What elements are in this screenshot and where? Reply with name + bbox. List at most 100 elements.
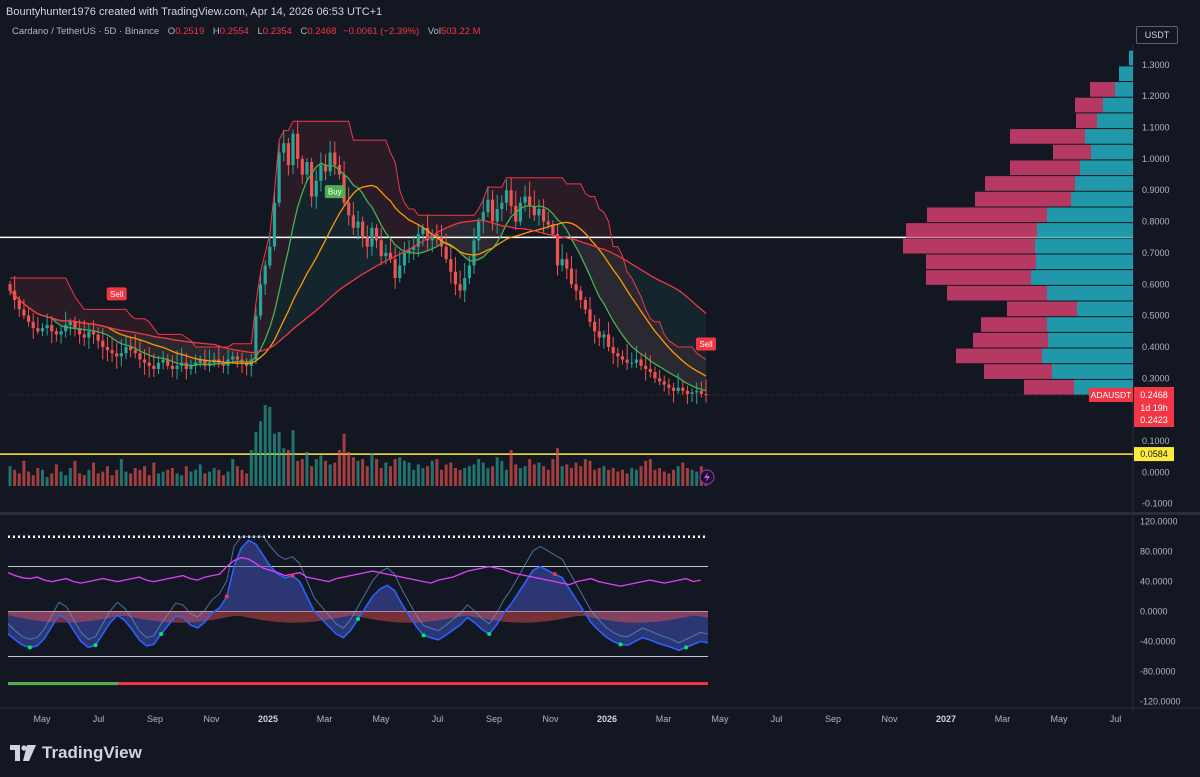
candle-body bbox=[319, 165, 323, 181]
candle-body bbox=[305, 162, 309, 175]
volume-bar bbox=[286, 450, 290, 486]
low-label: L bbox=[257, 26, 263, 37]
ohlc-legend: Cardano / TetherUS · 5D · Binance O0.251… bbox=[12, 26, 481, 37]
volume-bar bbox=[500, 460, 504, 486]
volume-profile-up-bar bbox=[1097, 113, 1133, 129]
volume-bar bbox=[435, 459, 439, 486]
candle-body bbox=[110, 350, 114, 354]
time-tick-label: Mar bbox=[317, 714, 333, 724]
volume-bar bbox=[235, 466, 239, 486]
candle-body bbox=[685, 390, 690, 394]
attribution-bar: Bountyhunter1976 created with TradingVie… bbox=[0, 0, 1200, 24]
candle-body bbox=[662, 381, 666, 385]
candle-body bbox=[384, 252, 388, 257]
volume-bar bbox=[221, 475, 225, 486]
volume-profile-up-bar bbox=[1119, 66, 1133, 82]
candle-body bbox=[537, 209, 541, 216]
time-tick-label: Jul bbox=[432, 714, 444, 724]
volume-bar bbox=[36, 468, 40, 486]
volume-profile-down-bar bbox=[1007, 301, 1077, 317]
candle-body bbox=[555, 234, 560, 266]
candle-body bbox=[430, 234, 434, 241]
volume-bar bbox=[630, 468, 634, 486]
volume-profile-down-bar bbox=[947, 285, 1047, 301]
volume-bar bbox=[259, 421, 263, 486]
time-tick-label: Nov bbox=[542, 714, 559, 724]
volume-bar bbox=[138, 469, 142, 486]
symbol-title[interactable]: Cardano / TetherUS · 5D · Binance bbox=[12, 26, 160, 37]
volume-bar bbox=[115, 469, 119, 486]
resistance-cloud bbox=[10, 121, 706, 391]
support-axis-value: 0.0584 bbox=[1140, 449, 1168, 459]
volume-profile-up-bar bbox=[1052, 364, 1133, 379]
candle-body bbox=[398, 265, 402, 278]
candle-body bbox=[272, 202, 277, 247]
volume-profile-down-bar bbox=[973, 332, 1048, 348]
volume-bar bbox=[518, 468, 522, 486]
change-value: −0.0061 (−2.39%) bbox=[343, 26, 420, 37]
volume-profile-down-bar bbox=[1053, 144, 1091, 160]
candle-body bbox=[351, 215, 355, 228]
oscillator-magenta-line bbox=[7, 556, 701, 587]
candle-body bbox=[105, 346, 110, 351]
volume-bar bbox=[379, 468, 383, 486]
volume-profile-up-bar bbox=[1031, 270, 1133, 285]
volume-bar bbox=[31, 475, 35, 486]
volume-bar bbox=[542, 466, 546, 486]
candle-body bbox=[644, 365, 648, 369]
candle-body bbox=[54, 331, 58, 335]
price-tick-label: 0.7000 bbox=[1142, 248, 1170, 258]
volume-bar bbox=[249, 450, 253, 486]
volume-bar bbox=[574, 462, 578, 486]
ma-mid-line bbox=[9, 184, 707, 377]
volume-bar bbox=[672, 469, 676, 486]
volume-bar bbox=[282, 448, 286, 486]
candle-body bbox=[245, 362, 249, 366]
candle-body bbox=[328, 152, 332, 172]
candle-body bbox=[481, 212, 485, 222]
volume-profile-up-bar bbox=[1037, 223, 1133, 238]
candle-body bbox=[333, 152, 337, 166]
volume-profile-down-bar bbox=[956, 348, 1042, 364]
candle-body bbox=[258, 284, 263, 316]
candle-body bbox=[300, 158, 304, 175]
currency-button[interactable]: USDT bbox=[1136, 26, 1178, 44]
candle-body bbox=[323, 165, 328, 172]
tradingview-logo[interactable]: TradingView bbox=[10, 743, 142, 763]
volume-bar bbox=[384, 462, 388, 486]
volume-bar bbox=[82, 475, 86, 486]
signal-text: Sell bbox=[110, 290, 124, 299]
price-tick-label: 0.0000 bbox=[1142, 467, 1170, 477]
oscillator-signal-dot bbox=[618, 642, 623, 647]
candle-body bbox=[277, 152, 281, 203]
candle-body bbox=[606, 334, 611, 347]
volume-bar bbox=[593, 469, 597, 486]
volume-profile-up-bar bbox=[1047, 285, 1133, 301]
candle-body bbox=[528, 196, 532, 206]
candle-body bbox=[22, 309, 26, 316]
candle-body bbox=[198, 359, 202, 363]
candle-body bbox=[593, 321, 597, 332]
volume-bar bbox=[588, 460, 592, 486]
volume-bar bbox=[13, 469, 17, 486]
volume-bar bbox=[184, 466, 188, 486]
volume-bar bbox=[217, 469, 221, 486]
volume-bar bbox=[477, 459, 481, 486]
volume-bar bbox=[226, 471, 230, 486]
volume-profile-down-bar bbox=[926, 270, 1031, 285]
candle-body bbox=[574, 284, 578, 291]
volume-bar bbox=[310, 466, 314, 486]
candle-body bbox=[73, 321, 77, 329]
candle-body bbox=[82, 334, 86, 338]
oscillator-tick-label: -80.0000 bbox=[1140, 666, 1176, 676]
candle-body bbox=[133, 350, 137, 354]
volume-profile-up-bar bbox=[1115, 82, 1133, 97]
volume-bar bbox=[129, 473, 133, 486]
candle-body bbox=[625, 359, 629, 363]
volume-bar bbox=[495, 457, 499, 486]
lightning-glyph bbox=[704, 472, 710, 482]
candle-body bbox=[616, 353, 620, 357]
volume-profile-up-bar bbox=[1129, 50, 1133, 66]
volume-bar bbox=[96, 473, 100, 486]
